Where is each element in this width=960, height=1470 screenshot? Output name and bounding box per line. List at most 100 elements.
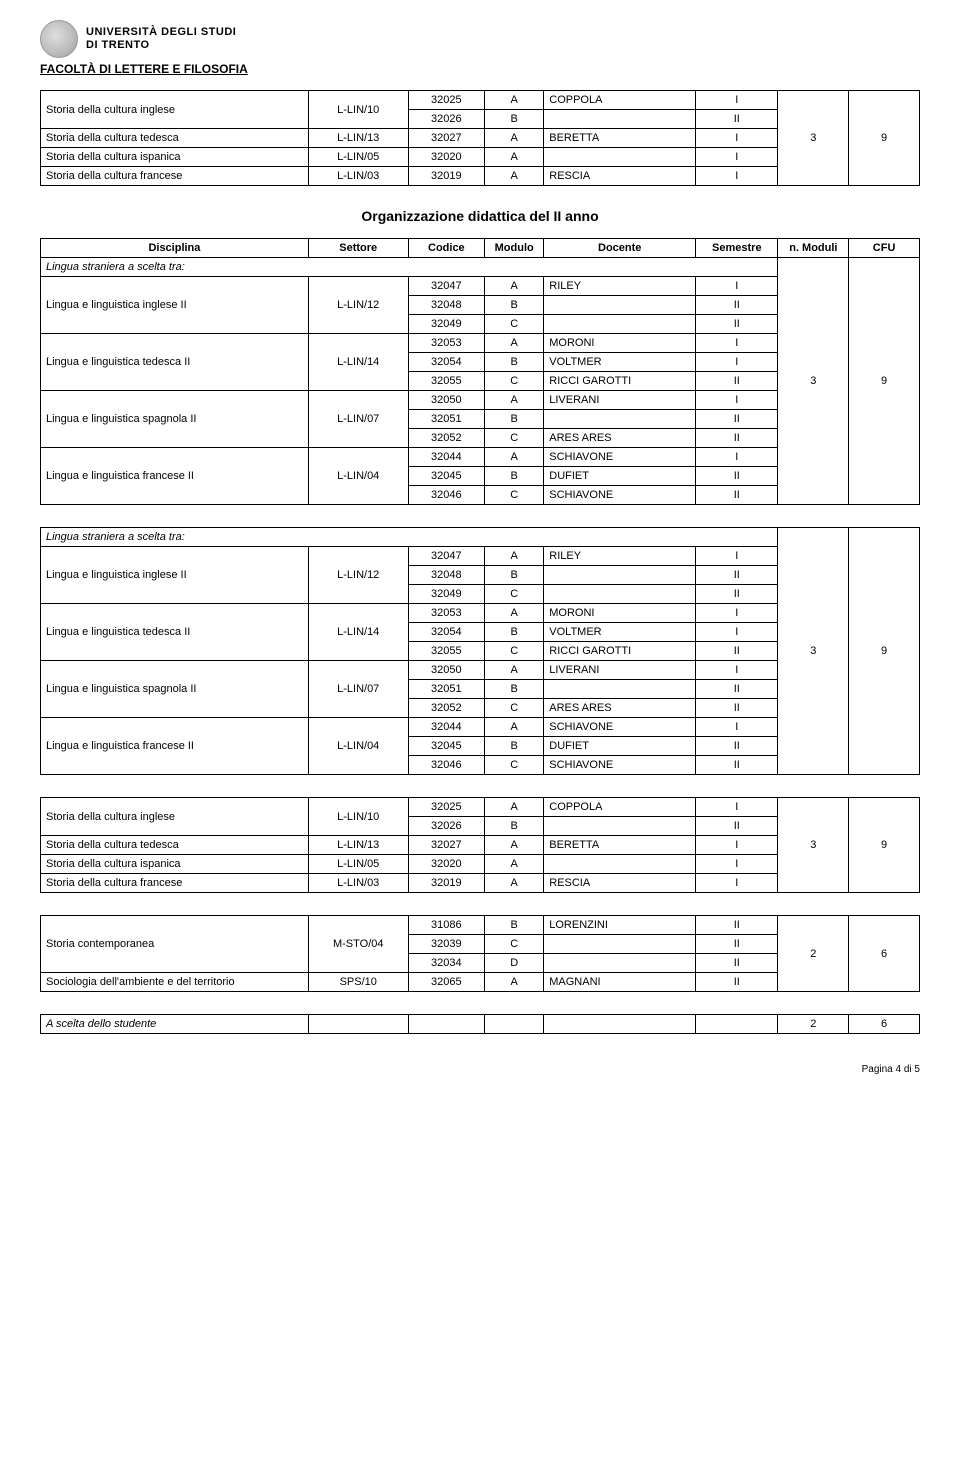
table-cell: II xyxy=(696,817,778,836)
table-cell: 32046 xyxy=(408,756,485,775)
table-cell: 32050 xyxy=(408,391,485,410)
table-cell: RILEY xyxy=(544,277,696,296)
table-cell xyxy=(544,817,696,836)
disciplina-cell: Storia della cultura tedesca xyxy=(41,836,309,855)
table-cell: 32020 xyxy=(408,148,485,167)
settore-cell: L-LIN/13 xyxy=(308,836,408,855)
disciplina-cell: Storia della cultura ispanica xyxy=(41,855,309,874)
table-cell xyxy=(544,315,696,334)
table-cell: B xyxy=(485,110,544,129)
table-cell: A xyxy=(485,91,544,110)
section-row: Lingua straniera a scelta tra:39 xyxy=(41,258,920,277)
table-cell: 32034 xyxy=(408,954,485,973)
table-cell: A xyxy=(485,661,544,680)
table-cell: SCHIAVONE xyxy=(544,448,696,467)
table-cell: I xyxy=(696,623,778,642)
table-cell: A xyxy=(485,973,544,992)
section-label: Lingua straniera a scelta tra: xyxy=(41,258,778,277)
settore-cell: L-LIN/13 xyxy=(308,129,408,148)
n-moduli: 3 xyxy=(778,258,849,505)
table-cell: A xyxy=(485,798,544,817)
table-cell xyxy=(544,566,696,585)
table-cell: 32027 xyxy=(408,129,485,148)
data-table: Storia della cultura ingleseL-LIN/103202… xyxy=(40,90,920,186)
table-cell: 32052 xyxy=(408,699,485,718)
table-cell: I xyxy=(696,874,778,893)
table-cell xyxy=(544,410,696,429)
table-cell: LIVERANI xyxy=(544,661,696,680)
table-cell: I xyxy=(696,718,778,737)
table-cell: 32044 xyxy=(408,718,485,737)
settore-cell: L-LIN/03 xyxy=(308,874,408,893)
cfu: 9 xyxy=(849,91,920,186)
table-cell: II xyxy=(696,916,778,935)
table-cell: I xyxy=(696,604,778,623)
settore-cell: L-LIN/04 xyxy=(308,448,408,505)
table-cell xyxy=(485,1015,544,1034)
table-cell: 32026 xyxy=(408,110,485,129)
table-cell: RESCIA xyxy=(544,167,696,186)
table-cell: I xyxy=(696,148,778,167)
table-cell: A xyxy=(485,129,544,148)
table-cell: RICCI GAROTTI xyxy=(544,372,696,391)
table-cell xyxy=(544,1015,696,1034)
table-cell: 32048 xyxy=(408,566,485,585)
settore-cell: L-LIN/04 xyxy=(308,718,408,775)
table-cell: 32047 xyxy=(408,547,485,566)
data-table: Storia contemporaneaM-STO/0431086BLORENZ… xyxy=(40,915,920,992)
table-cell xyxy=(308,1015,408,1034)
table-cell: II xyxy=(696,486,778,505)
table-cell: II xyxy=(696,642,778,661)
table-cell: A xyxy=(485,836,544,855)
table-cell: I xyxy=(696,167,778,186)
table-cell xyxy=(544,148,696,167)
table-cell: DUFIET xyxy=(544,737,696,756)
settore-cell: L-LIN/14 xyxy=(308,334,408,391)
table-cell: II xyxy=(696,410,778,429)
table-cell: A xyxy=(485,334,544,353)
university-name: UNIVERSITÀ DEGLI STUDI DI TRENTO xyxy=(86,26,236,52)
settore-cell: L-LIN/05 xyxy=(308,148,408,167)
table-cell: I xyxy=(696,91,778,110)
table-cell xyxy=(696,1015,778,1034)
table-cell: COPPOLA xyxy=(544,798,696,817)
table-cell: A xyxy=(485,391,544,410)
table-cell xyxy=(544,585,696,604)
table-cell: 32053 xyxy=(408,334,485,353)
table-cell: II xyxy=(696,315,778,334)
table-cell: 32026 xyxy=(408,817,485,836)
table-cell: COPPOLA xyxy=(544,91,696,110)
disciplina-cell: Lingua e linguistica spagnola II xyxy=(41,391,309,448)
table-cell: B xyxy=(485,467,544,486)
table-cell: LIVERANI xyxy=(544,391,696,410)
table-cell: B xyxy=(485,296,544,315)
table-cell: 31086 xyxy=(408,916,485,935)
data-table: Storia della cultura ingleseL-LIN/103202… xyxy=(40,797,920,893)
table-cell: VOLTMER xyxy=(544,623,696,642)
n-moduli: 3 xyxy=(778,798,849,893)
table-cell: 32020 xyxy=(408,855,485,874)
table-cell: MORONI xyxy=(544,604,696,623)
disciplina-cell: Sociologia dell'ambiente e del territori… xyxy=(41,973,309,992)
table-cell: SCHIAVONE xyxy=(544,756,696,775)
table-cell: 32025 xyxy=(408,798,485,817)
disciplina-cell: Storia della cultura inglese xyxy=(41,91,309,129)
table-cell: 6 xyxy=(849,1015,920,1034)
table-cell xyxy=(544,935,696,954)
table-cell xyxy=(544,296,696,315)
disciplina-cell: Lingua e linguistica inglese II xyxy=(41,547,309,604)
settore-cell: L-LIN/05 xyxy=(308,855,408,874)
section-row: Lingua straniera a scelta tra:39 xyxy=(41,528,920,547)
disciplina-cell: Storia della cultura francese xyxy=(41,167,309,186)
table-cell: II xyxy=(696,566,778,585)
table-cell: II xyxy=(696,467,778,486)
table-cell: B xyxy=(485,916,544,935)
table-cell: BERETTA xyxy=(544,836,696,855)
table-cell: 32047 xyxy=(408,277,485,296)
cfu: 9 xyxy=(849,798,920,893)
table-row: Storia della cultura ingleseL-LIN/103202… xyxy=(41,798,920,817)
table-cell: 32025 xyxy=(408,91,485,110)
table-cell: SCHIAVONE xyxy=(544,486,696,505)
disciplina-cell: Lingua e linguistica francese II xyxy=(41,718,309,775)
settore-cell: L-LIN/14 xyxy=(308,604,408,661)
